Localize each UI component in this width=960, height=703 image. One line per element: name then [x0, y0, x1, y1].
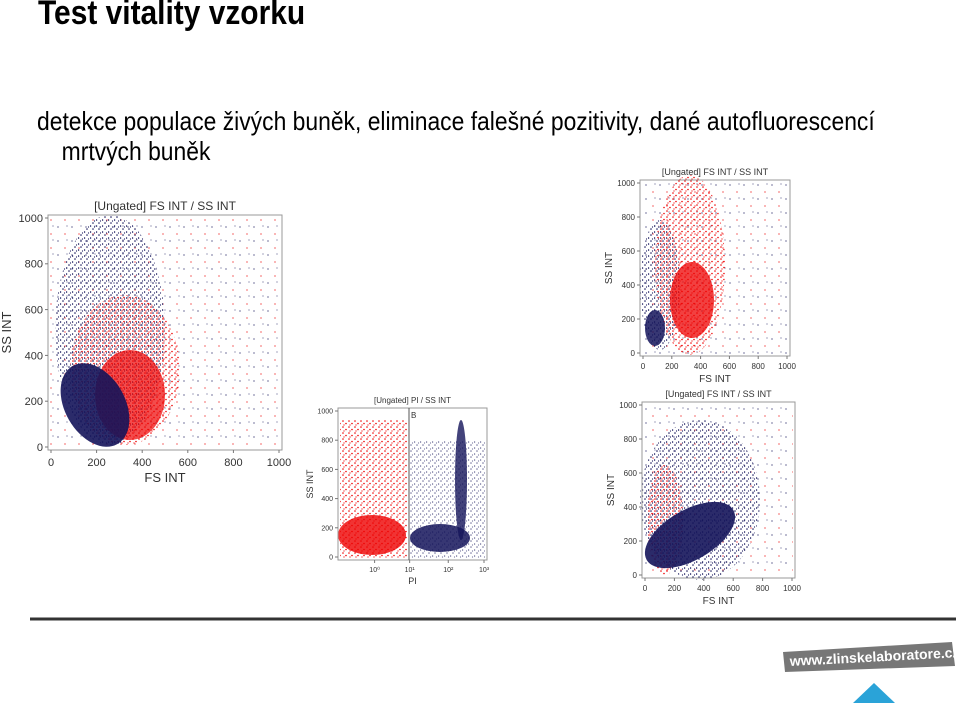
- y-tick-label: 600: [624, 469, 638, 478]
- x-tick-label: 0: [643, 584, 648, 593]
- y-tick-label: 1000: [317, 408, 333, 415]
- y-tick-label: 400: [321, 496, 333, 503]
- x-tick-label: 600: [179, 457, 197, 469]
- y-axis-label: SS INT: [606, 474, 617, 506]
- x-tick-label: 0: [48, 457, 54, 469]
- x-tick-label: 600: [723, 362, 737, 371]
- y-tick-label: 200: [321, 525, 333, 532]
- x-tick-label: 400: [694, 362, 708, 371]
- y-axis-label: SS INT: [604, 252, 615, 284]
- y-tick-label: 1000: [619, 401, 637, 410]
- plot-title: [Ungated] PI / SS INT: [374, 396, 451, 405]
- y-axis-label: SS INT: [0, 311, 14, 353]
- plot-frame: [641, 401, 796, 579]
- y-tick-label: 400: [624, 503, 638, 512]
- x-tick-label: 200: [665, 362, 679, 371]
- gate-label: B: [411, 411, 416, 420]
- x-tick-label: 10⁰: [369, 566, 380, 574]
- y-tick-label: 800: [25, 259, 43, 271]
- y-tick-label: 0: [329, 554, 333, 561]
- x-tick-label: 0: [641, 362, 646, 371]
- y-tick-label: 0: [633, 571, 638, 580]
- x-tick-label: 10³: [479, 567, 490, 574]
- x-axis-label: FS INT: [703, 596, 735, 607]
- y-tick-label: 200: [25, 396, 43, 408]
- y-tick-label: 1000: [617, 179, 635, 188]
- y-tick-label: 600: [25, 304, 43, 316]
- y-tick-label: 600: [622, 247, 636, 256]
- plot-title: [Ungated] FS INT / SS INT: [665, 389, 772, 399]
- x-axis-label: FS INT: [144, 470, 185, 485]
- y-tick-label: 600: [321, 467, 333, 474]
- plot-frame: [47, 214, 283, 451]
- x-tick-label: 200: [87, 457, 105, 469]
- x-tick-label: 1000: [783, 584, 801, 593]
- plot-frame: [639, 179, 791, 357]
- x-tick-label: 1000: [267, 457, 291, 469]
- x-tick-label: 200: [668, 584, 682, 593]
- scatter-cloud: [640, 405, 793, 580]
- y-tick-label: 0: [37, 442, 43, 454]
- y-tick-label: 1000: [19, 213, 43, 225]
- x-tick-label: 10¹: [405, 567, 416, 574]
- x-tick-label: 400: [133, 457, 151, 469]
- y-axis-label: SS INT: [305, 469, 315, 499]
- y-tick-label: 800: [624, 435, 638, 444]
- scatter-cloud: [640, 175, 788, 355]
- x-tick-label: 600: [727, 584, 741, 593]
- slide-subtitle: detekce populace živých buněk, eliminace…: [37, 106, 875, 166]
- y-tick-label: 400: [25, 350, 43, 362]
- logo: www.zlinskelaboratore.cz: [783, 642, 960, 703]
- x-tick-label: 800: [756, 584, 770, 593]
- x-tick-label: 1000: [778, 362, 796, 371]
- plot-title: [Ungated] FS INT / SS INT: [662, 167, 769, 177]
- y-tick-label: 200: [624, 537, 638, 546]
- y-tick-label: 400: [622, 281, 636, 290]
- plot-title: [Ungated] FS INT / SS INT: [94, 199, 236, 213]
- x-axis-label: PI: [408, 576, 417, 586]
- slide-title: Test vitality vzorku: [38, 0, 306, 32]
- x-tick-label: 800: [224, 457, 242, 469]
- y-tick-label: 0: [631, 349, 636, 358]
- plot-frame: [337, 407, 488, 561]
- scatter-cloud: [50, 215, 280, 448]
- y-tick-label: 200: [622, 315, 636, 324]
- x-tick-label: 400: [697, 584, 711, 593]
- y-tick-label: 800: [321, 438, 333, 445]
- x-tick-label: 10²: [443, 567, 454, 574]
- y-tick-label: 800: [622, 213, 636, 222]
- x-tick-label: 800: [752, 362, 766, 371]
- x-axis-label: FS INT: [699, 374, 731, 385]
- scatter-cloud: [338, 420, 485, 558]
